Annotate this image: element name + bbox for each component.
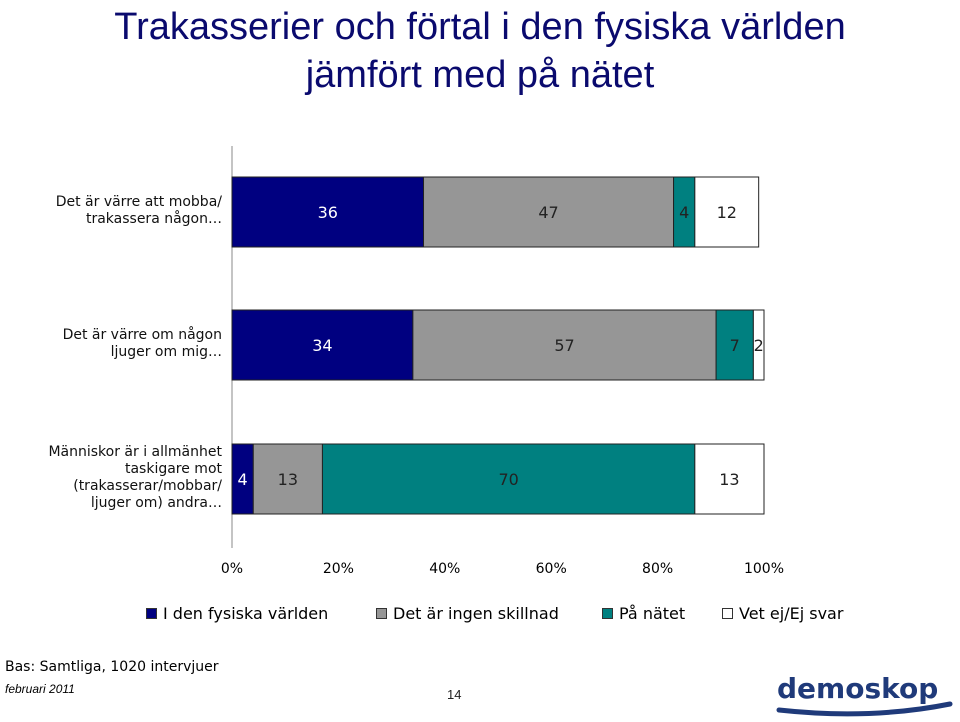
data-label: 57: [554, 336, 574, 355]
bar-segment: [231, 176, 425, 248]
data-label: 4: [238, 470, 248, 489]
date-note: februari 2011: [5, 682, 75, 696]
page-number: 14: [447, 687, 462, 702]
logo-wordmark: demoskop: [777, 672, 938, 705]
data-label: 13: [719, 470, 739, 489]
bar-segment: [252, 443, 323, 515]
logo-swoosh: [776, 701, 953, 717]
bar-segment: [231, 309, 414, 381]
data-label: 34: [312, 336, 332, 355]
legend-label: I den fysiska världen: [163, 603, 329, 623]
category-label: Det är värre att mobba/ trakassera någon…: [55, 194, 222, 227]
data-label: 70: [498, 470, 518, 489]
bar-segment: [694, 443, 765, 515]
legend-label: Det är ingen skillnad: [393, 603, 559, 623]
legend-item: Det är ingen skillnad: [376, 602, 559, 624]
legend-swatch: [146, 607, 157, 619]
data-label: 7: [730, 336, 740, 355]
legend-item: I den fysiska världen: [146, 602, 328, 624]
data-label: 36: [318, 203, 338, 222]
legend-label: Vet ej/Ej svar: [739, 603, 844, 623]
bar-segment: [752, 309, 765, 381]
page-title-line-1: Trakasserier och förtal i den fysiska vä…: [114, 6, 846, 48]
data-label: 2: [754, 336, 764, 355]
legend-swatch: [602, 607, 613, 619]
bar-segment: [694, 176, 760, 248]
bar-segment: [321, 443, 696, 515]
data-label: 13: [278, 470, 298, 489]
stacked-bar-chart: 36 47 4 12 34 57 7 2 4 13 70 13 0% 20% 40% 60% 80% 100%: [221, 146, 784, 577]
legend-item: Vet ej/Ej svar: [722, 602, 843, 624]
x-tick-label: 0%: [221, 561, 243, 577]
category-label: Det är värre om någon ljuger om mig…: [62, 327, 222, 360]
legend-swatch: [722, 607, 733, 619]
legend-label: På nätet: [619, 603, 686, 623]
chart-legend: I den fysiska världen Det är ingen skilln…: [0, 602, 960, 624]
legend-swatch: [376, 607, 387, 619]
x-tick-label: 40%: [429, 561, 460, 577]
demoskop-logo: demoskop: [776, 672, 953, 717]
x-tick-label: 60%: [536, 561, 567, 577]
x-tick-label: 100%: [744, 561, 784, 577]
data-label: 4: [679, 203, 689, 222]
x-tick-label: 80%: [642, 561, 673, 577]
legend-item: På nätet: [602, 602, 685, 624]
base-note: Bas: Samtliga, 1020 intervjuer: [5, 659, 219, 675]
page-title-line-2: jämfört med på nätet: [305, 54, 655, 96]
data-label: 12: [717, 203, 737, 222]
data-label: 47: [538, 203, 558, 222]
x-tick-label: 20%: [323, 561, 354, 577]
bar-segment: [423, 176, 675, 248]
category-label: Människor är i allmänhet taskigare mot (…: [48, 444, 222, 511]
bar-segment: [715, 309, 754, 381]
